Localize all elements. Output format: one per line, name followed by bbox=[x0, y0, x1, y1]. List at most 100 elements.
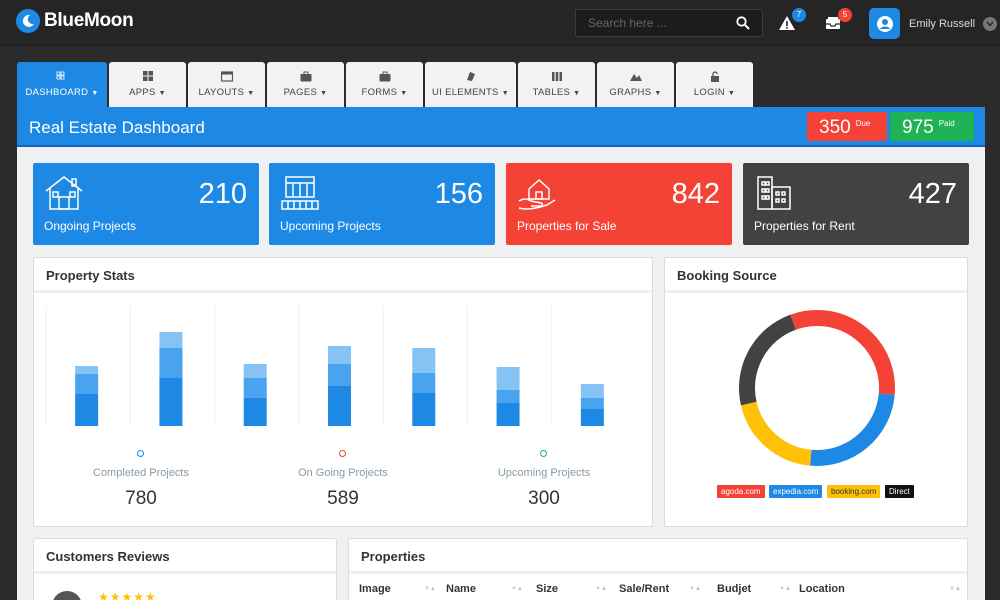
user-name: Emily Russell bbox=[909, 17, 976, 30]
paid-badge[interactable]: 975 Paid bbox=[890, 112, 974, 141]
moon-icon bbox=[16, 9, 40, 33]
column-header[interactable]: Location bbox=[799, 583, 845, 595]
bar-completed-projects[interactable] bbox=[75, 394, 99, 426]
menu-apps[interactable]: APPS ▼ bbox=[109, 62, 186, 107]
customers-reviews-panel: Customers Reviews ★★★★★ bbox=[33, 538, 337, 600]
user-menu[interactable]: Emily Russell bbox=[869, 8, 998, 39]
legend-label: Completed Projects bbox=[93, 467, 189, 479]
bar-upcoming-projects[interactable] bbox=[75, 366, 99, 374]
bar-on-going-projects[interactable] bbox=[243, 378, 267, 398]
alerts-button[interactable]: 7 bbox=[778, 8, 806, 34]
donut-slice-agoda-com[interactable] bbox=[790, 310, 895, 395]
menu-layouts[interactable]: LAYOUTS ▼ bbox=[188, 62, 265, 107]
stat-value: 210 bbox=[198, 178, 247, 210]
bar-upcoming-projects[interactable] bbox=[243, 364, 267, 378]
apps-icon bbox=[142, 71, 153, 81]
dashboard-content: 210 Ongoing Projects 156 Upcoming Projec… bbox=[17, 147, 985, 600]
chevron-down-icon[interactable] bbox=[983, 16, 998, 31]
bar-upcoming-projects[interactable] bbox=[412, 348, 436, 373]
sort-icon[interactable]: ▼▲ bbox=[595, 586, 607, 592]
bar-on-going-projects[interactable] bbox=[496, 390, 520, 403]
menu-label: APPS bbox=[129, 87, 156, 98]
panel-title: Properties bbox=[349, 539, 967, 574]
stat-label: Properties for Sale bbox=[517, 219, 617, 233]
menu-pages[interactable]: PAGES ▼ bbox=[267, 62, 344, 107]
bar-completed-projects[interactable] bbox=[580, 409, 604, 426]
menu-dashboard[interactable]: DASHBOARD ▼ bbox=[17, 62, 107, 107]
column-header[interactable]: Name bbox=[446, 583, 476, 595]
legend-label: On Going Projects bbox=[298, 467, 388, 479]
panel-title: Booking Source bbox=[665, 258, 967, 293]
stat-label: Properties for Rent bbox=[754, 219, 855, 233]
sort-icon[interactable]: ▼▲ bbox=[949, 586, 961, 592]
star-rating-icon: ★★★★★ bbox=[98, 590, 157, 600]
due-value: 350 bbox=[819, 117, 851, 138]
bar-upcoming-projects[interactable] bbox=[496, 367, 520, 390]
lock-icon bbox=[710, 71, 719, 82]
column-header[interactable]: Size bbox=[536, 583, 559, 595]
menu-graphs[interactable]: GRAPHS ▼ bbox=[597, 62, 674, 107]
menu-label: PAGES bbox=[283, 87, 318, 98]
donut-slice-expedia-com[interactable] bbox=[810, 393, 895, 466]
legend-label: Upcoming Projects bbox=[497, 467, 591, 479]
page-header: Real Estate Dashboard 350 Due 975 Paid bbox=[17, 107, 985, 147]
search-box bbox=[575, 9, 763, 37]
due-badge[interactable]: 350 Due bbox=[807, 112, 887, 141]
stat-value: 156 bbox=[434, 178, 483, 210]
sort-icon[interactable]: ▼▲ bbox=[511, 586, 523, 592]
column-header[interactable]: Image bbox=[359, 583, 391, 595]
warning-icon bbox=[779, 16, 795, 30]
bar-upcoming-projects[interactable] bbox=[328, 346, 351, 364]
menu-forms[interactable]: FORMS ▼ bbox=[346, 62, 423, 107]
menu-tables[interactable]: TABLES ▼ bbox=[518, 62, 595, 107]
stat-card-ongoing[interactable]: 210 Ongoing Projects bbox=[33, 163, 259, 245]
bar-upcoming-projects[interactable] bbox=[580, 384, 604, 398]
menu-label: TABLES bbox=[532, 87, 571, 98]
due-label: Due bbox=[855, 119, 871, 128]
user-icon bbox=[876, 15, 893, 32]
bar-completed-projects[interactable] bbox=[328, 386, 351, 426]
sort-icon[interactable]: ▼▲ bbox=[689, 586, 701, 592]
search-icon[interactable] bbox=[736, 16, 750, 30]
column-header[interactable]: Budjet bbox=[717, 583, 752, 595]
menu-login[interactable]: LOGIN ▼ bbox=[676, 62, 753, 107]
bar-on-going-projects[interactable] bbox=[412, 373, 436, 393]
source-legend-direct: Direct bbox=[885, 485, 914, 498]
bar-completed-projects[interactable] bbox=[496, 403, 520, 426]
messages-button[interactable]: 5 bbox=[824, 8, 852, 34]
stat-label: Upcoming Projects bbox=[280, 219, 381, 233]
bar-upcoming-projects[interactable] bbox=[159, 332, 183, 348]
dashboard-icon bbox=[56, 71, 65, 80]
bar-completed-projects[interactable] bbox=[243, 398, 267, 426]
paid-value: 975 bbox=[902, 117, 934, 138]
avatar bbox=[52, 591, 82, 600]
stat-value: 842 bbox=[671, 178, 720, 210]
page-title: Real Estate Dashboard bbox=[29, 118, 205, 137]
legend-value: 300 bbox=[528, 488, 560, 509]
main-menu: DASHBOARD ▼ APPS ▼ LAYOUTS ▼ PAGES ▼ FORMS ▼ … bbox=[17, 62, 753, 107]
tables-icon bbox=[551, 72, 562, 81]
stat-card-sale[interactable]: 842 Properties for Sale bbox=[506, 163, 732, 245]
booking-source-panel: Booking Source agoda.com expedia.com boo… bbox=[664, 257, 968, 527]
column-header[interactable]: Sale/Rent bbox=[619, 583, 670, 595]
stat-card-rent[interactable]: 427 Properties for Rent bbox=[743, 163, 969, 245]
donut-slice-direct[interactable] bbox=[739, 314, 797, 406]
panel-title: Customers Reviews bbox=[34, 539, 336, 574]
brand-logo[interactable]: BlueMoon bbox=[16, 9, 134, 33]
bar-on-going-projects[interactable] bbox=[580, 398, 604, 409]
donut-slice-booking-com[interactable] bbox=[740, 401, 812, 466]
panel-title: Property Stats bbox=[34, 258, 652, 293]
bar-completed-projects[interactable] bbox=[159, 378, 183, 426]
search-input[interactable] bbox=[576, 10, 726, 36]
house-icon bbox=[45, 176, 83, 210]
stat-card-upcoming[interactable]: 156 Upcoming Projects bbox=[269, 163, 495, 245]
bar-on-going-projects[interactable] bbox=[75, 374, 99, 394]
sort-icon[interactable]: ▼▲ bbox=[424, 586, 436, 592]
sort-icon[interactable]: ▼▲ bbox=[779, 586, 791, 592]
alerts-badge: 7 bbox=[792, 8, 806, 22]
bar-on-going-projects[interactable] bbox=[328, 364, 351, 386]
pages-icon bbox=[300, 71, 311, 82]
bar-on-going-projects[interactable] bbox=[159, 348, 183, 378]
bar-completed-projects[interactable] bbox=[412, 393, 436, 426]
menu-ui-elements[interactable]: UI ELEMENTS ▼ bbox=[425, 62, 516, 107]
